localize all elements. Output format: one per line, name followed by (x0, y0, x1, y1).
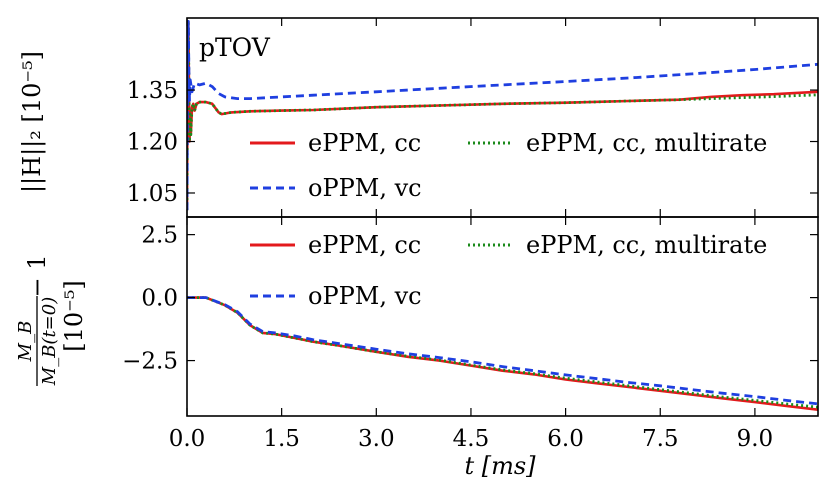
top-x-ticks (186, 18, 756, 217)
x-tick-label: 3.0 (358, 426, 395, 452)
top-legend-label: ePPM, cc (308, 129, 421, 157)
bottom-y-tick-label: 0.0 (141, 286, 178, 312)
panel-annotation: pTOV (199, 33, 271, 62)
bottom-y-ticks: −2.5 0.0 2.5 (122, 223, 818, 375)
bottom-legend-label: ePPM, cc (308, 231, 421, 259)
x-tick-label: 0.0 (169, 426, 206, 452)
bottom-series-line-3 (187, 296, 818, 406)
bottom-y-axis-units: [10⁻⁵] (60, 280, 88, 352)
top-y-tick-label: 1.20 (127, 130, 178, 156)
ylabel-minus-one: − 1 (23, 254, 51, 297)
x-tick-label: 9.0 (737, 426, 774, 452)
ylabel-numerator: M_B (15, 321, 36, 363)
top-y-ticks: 1.05 1.20 1.35 (127, 78, 818, 207)
top-y-tick-label: 1.05 (127, 181, 178, 207)
top-series-group (187, 19, 818, 211)
panel-bottom: −2.5 0.0 2.5 0.0 1.5 3.0 4.5 6.0 7.5 9.0 ePPM, c… (15, 216, 819, 480)
bottom-frame (186, 216, 819, 417)
x-tick-label: 1.5 (263, 426, 300, 452)
x-tick-label: 6.0 (547, 426, 584, 452)
bottom-y-tick-label: −2.5 (122, 349, 178, 375)
x-tick-label: 7.5 (642, 426, 679, 452)
bottom-y-axis-title: M_B M_B(t=0) − 1 (15, 254, 60, 386)
top-legend-label: oPPM, vc (308, 174, 422, 202)
x-axis-title: t [ms] (464, 452, 536, 480)
ylabel-denominator: M_B(t=0) (39, 297, 60, 386)
panel-top: 1.05 1.20 1.35 pTOV ePPM, cc ePPM, cc, mult… (18, 17, 819, 218)
bottom-x-ticks: 0.0 1.5 3.0 4.5 6.0 7.5 9.0 (169, 217, 773, 452)
bottom-series-line-2 (187, 296, 818, 409)
top-series-line-2 (187, 19, 818, 211)
bottom-legend-label: oPPM, vc (308, 282, 422, 310)
top-y-axis-title: ||H||₂ [10⁻⁵] (18, 51, 47, 193)
bottom-legend-label: ePPM, cc, multirate (526, 231, 767, 259)
top-legend: ePPM, cc ePPM, cc, multirate oPPM, vc (250, 129, 767, 202)
top-series-line-3 (187, 19, 818, 211)
top-y-tick-label: 1.35 (127, 78, 178, 104)
bottom-series-group (187, 296, 818, 411)
top-series-line-1 (187, 20, 818, 211)
x-tick-label: 4.5 (453, 426, 490, 452)
bottom-legend: ePPM, cc ePPM, cc, multirate oPPM, vc (250, 231, 767, 310)
top-legend-label: ePPM, cc, multirate (526, 129, 767, 157)
bottom-y-tick-label: 2.5 (141, 223, 178, 249)
